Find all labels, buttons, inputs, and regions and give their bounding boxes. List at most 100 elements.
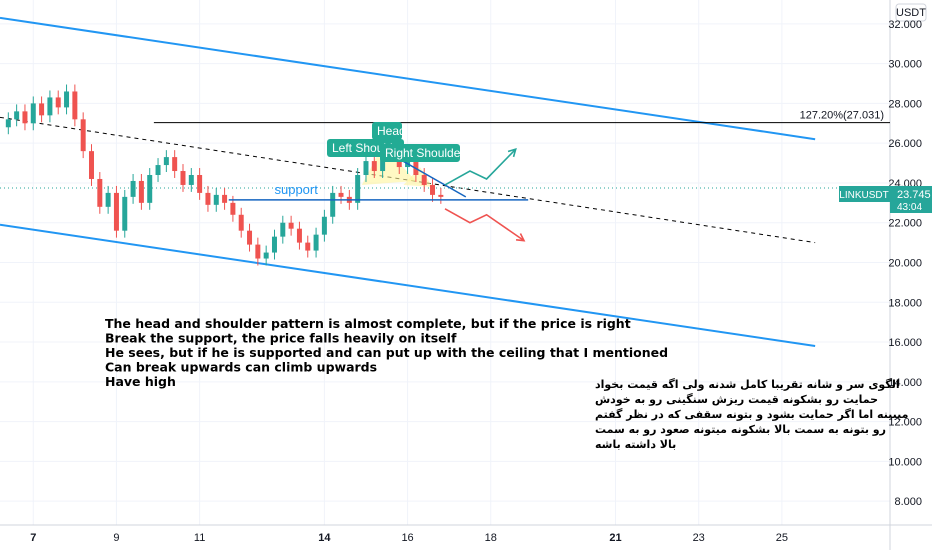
note-en-line: Have high bbox=[105, 374, 176, 389]
candle-body[interactable] bbox=[197, 175, 203, 193]
note-fa-line: میبینه اما اگر حمایت بشود و بتونه سقفی ک… bbox=[595, 408, 908, 421]
candle-body[interactable] bbox=[105, 192, 111, 207]
bullish-arrow bbox=[444, 148, 517, 186]
bullish-arrowhead bbox=[507, 147, 517, 158]
head-label-bg bbox=[372, 122, 402, 140]
candle-body[interactable] bbox=[14, 111, 20, 120]
candle-body[interactable] bbox=[80, 119, 86, 152]
x-tick-label: 9 bbox=[113, 532, 119, 544]
currency-badge[interactable] bbox=[895, 3, 927, 22]
candle-body[interactable] bbox=[313, 234, 319, 251]
candle-body[interactable] bbox=[138, 180, 144, 203]
candle-body[interactable] bbox=[130, 180, 136, 197]
candle-body[interactable] bbox=[55, 97, 61, 108]
candle-body[interactable] bbox=[371, 161, 377, 172]
candle-body[interactable] bbox=[238, 214, 244, 231]
candle-body[interactable] bbox=[30, 103, 36, 124]
y-tick-label: 28.000 bbox=[888, 98, 922, 110]
candle-body[interactable] bbox=[305, 242, 311, 251]
candle-body[interactable] bbox=[363, 161, 369, 175]
candle-body[interactable] bbox=[180, 171, 186, 185]
candle-body[interactable] bbox=[288, 222, 294, 229]
candle-body[interactable] bbox=[355, 175, 361, 203]
candle-body[interactable] bbox=[163, 157, 169, 166]
candle-body[interactable] bbox=[321, 216, 327, 235]
x-tick-label: 18 bbox=[485, 532, 497, 544]
candle-body[interactable] bbox=[255, 244, 261, 259]
candle-body[interactable] bbox=[155, 165, 161, 175]
currency-label: USDT bbox=[896, 7, 926, 19]
candle-body[interactable] bbox=[230, 202, 236, 215]
note-en-line: Break the support, the price falls heavi… bbox=[105, 331, 457, 346]
candle-body[interactable] bbox=[22, 111, 28, 124]
price-tag: 23.745 bbox=[897, 189, 931, 201]
candle-body[interactable] bbox=[72, 91, 78, 120]
note-fa-line: حمایت رو بشکونه قیمت ریزش سنگینی رو به خ… bbox=[595, 393, 878, 406]
candle-body[interactable] bbox=[172, 157, 178, 172]
x-tick-label: 14 bbox=[318, 532, 331, 544]
bearish-arrowhead bbox=[515, 233, 526, 242]
y-tick-label: 8.000 bbox=[894, 496, 922, 508]
x-tick-label: 23 bbox=[693, 532, 705, 544]
bearish-arrow bbox=[444, 208, 525, 242]
candle-body[interactable] bbox=[213, 194, 219, 205]
x-tick-label: 25 bbox=[776, 532, 788, 544]
candle-body[interactable] bbox=[113, 192, 119, 231]
candle-body[interactable] bbox=[64, 91, 70, 108]
y-tick-label: 10.000 bbox=[888, 456, 922, 468]
head-pattern-fill bbox=[361, 145, 416, 185]
y-tick-label: 30.000 bbox=[888, 59, 922, 71]
x-tick-label: 16 bbox=[401, 532, 413, 544]
candle-body[interactable] bbox=[421, 175, 427, 185]
channel-lower-line[interactable] bbox=[0, 223, 816, 348]
candle-body[interactable] bbox=[97, 178, 103, 207]
candle-body[interactable] bbox=[263, 252, 269, 259]
candle-body[interactable] bbox=[413, 159, 419, 175]
y-tick-label: 12.000 bbox=[888, 417, 922, 429]
x-tick-label: 21 bbox=[609, 532, 621, 544]
y-tick-label: 18.000 bbox=[888, 297, 922, 309]
candle-body[interactable] bbox=[430, 184, 436, 195]
note-en-line: The head and shoulder pattern is almost … bbox=[105, 316, 631, 331]
channel-upper-line[interactable] bbox=[0, 16, 816, 141]
right-shoulder-label-bg bbox=[380, 144, 460, 162]
y-tick-label: 22.000 bbox=[888, 218, 922, 230]
candle-body[interactable] bbox=[330, 192, 336, 217]
trend-dashed-line[interactable] bbox=[0, 116, 816, 244]
candle-body[interactable] bbox=[5, 119, 11, 128]
symbol-tag: LINKUSDT bbox=[839, 190, 888, 201]
y-tick-label: 14.000 bbox=[888, 377, 922, 389]
price-axis[interactable] bbox=[890, 0, 932, 550]
candle-body[interactable] bbox=[271, 236, 277, 253]
candle-body[interactable] bbox=[205, 192, 211, 205]
candle-body[interactable] bbox=[122, 196, 128, 231]
support-label: support bbox=[274, 182, 318, 197]
y-tick-label: 20.000 bbox=[888, 258, 922, 270]
candle-body[interactable] bbox=[222, 194, 228, 203]
head-label: Head bbox=[377, 124, 406, 138]
candle-body[interactable] bbox=[188, 175, 194, 185]
x-tick-label: 7 bbox=[30, 532, 36, 544]
candle-body[interactable] bbox=[438, 194, 444, 197]
countdown-tag: 43:04 bbox=[897, 202, 922, 213]
note-fa-line: بالا داشته باشه bbox=[595, 438, 676, 451]
note-en-line: Can break upwards can climb upwards bbox=[105, 360, 377, 375]
candle-body[interactable] bbox=[39, 103, 45, 116]
candle-body[interactable] bbox=[280, 222, 286, 237]
candle-body[interactable] bbox=[296, 228, 302, 243]
candle-body[interactable] bbox=[147, 175, 153, 203]
note-en-line: He sees, but if he is supported and can … bbox=[105, 345, 668, 360]
x-tick-label: 11 bbox=[194, 532, 205, 544]
y-tick-label: 32.000 bbox=[888, 19, 922, 31]
candle-body[interactable] bbox=[247, 230, 253, 245]
right-shoulder-label: Right Shoulder bbox=[385, 146, 464, 160]
candle-body[interactable] bbox=[47, 97, 53, 116]
candle-body[interactable] bbox=[338, 192, 344, 197]
symbol-tag-bg bbox=[839, 186, 890, 202]
note-fa-line: الگوی سر و شانه تقریبا کامل شدنه ولی اگه… bbox=[595, 378, 900, 391]
y-tick-label: 26.000 bbox=[888, 138, 922, 150]
candle-body[interactable] bbox=[89, 151, 94, 179]
note-fa-line: رو بتونه به سمت بالا بشکونه میتونه صعود … bbox=[595, 423, 886, 436]
